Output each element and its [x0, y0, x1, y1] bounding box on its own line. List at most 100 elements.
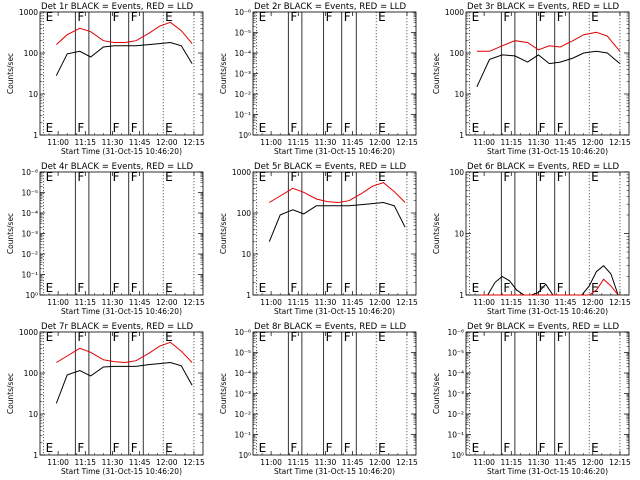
flag-label-top: F	[344, 170, 351, 184]
y-tick-label: 100	[450, 49, 465, 58]
flag-label-top: E	[46, 330, 54, 344]
plot-frame	[252, 171, 417, 296]
panel-chart: Det 3r BLACK = Events, RED = LLD 1 10 100 10…	[432, 2, 631, 156]
x-tick-label: 11:45	[555, 298, 577, 307]
y-tick-label: 10⁻⁵	[234, 29, 251, 38]
flag-label-top: F	[503, 10, 510, 24]
x-axis-label: Start Time (31-Oct-15 10:46:20)	[61, 467, 182, 476]
panel-title: Det 9r BLACK = Events, RED = LLD	[467, 322, 619, 332]
flag-label-bottom: F	[539, 441, 546, 455]
y-tick-label: 10⁻⁴	[447, 369, 464, 378]
y-axis-label: Counts/sec	[6, 53, 15, 94]
x-tick-label: 12:15	[183, 458, 205, 467]
y-tick-label: 10⁻³	[234, 390, 251, 399]
flag-label-top: F	[539, 170, 546, 184]
y-tick-label: 10⁻⁶	[447, 328, 464, 337]
plot-frame	[39, 331, 204, 456]
flag-label-top: F	[131, 330, 138, 344]
flag-label-bottom: E	[591, 121, 599, 135]
y-tick-label: 1	[246, 291, 251, 300]
flag-label-top: E	[259, 10, 267, 24]
flag-label-top: E	[165, 170, 173, 184]
x-tick-label: 11:00	[260, 458, 282, 467]
detector-panel: Det 3r BLACK = Events, RED = LLD 1 10 100 10…	[426, 0, 639, 160]
x-tick-label: 11:15	[287, 138, 309, 147]
flag-label-top: F	[539, 10, 546, 24]
detector-panel: Det 8r BLACK = Events, RED = LLD 10⁰ 10⁻¹ 1…	[213, 320, 426, 480]
flag-label-top: F	[77, 170, 84, 184]
y-axis-label: Counts/sec	[432, 53, 441, 94]
flag-label-bottom: F	[131, 281, 138, 295]
plot-frame	[252, 331, 417, 456]
x-tick-label: 11:30	[528, 458, 550, 467]
flag-label-top: F	[344, 330, 351, 344]
series-line	[268, 201, 406, 242]
panel-title: Det 7r BLACK = Events, RED = LLD	[41, 322, 193, 332]
flag-label-bottom: E	[46, 441, 54, 455]
y-tick-label: 10⁻³	[234, 70, 251, 79]
x-tick-label: 12:15	[183, 138, 205, 147]
x-axis-label: Start Time (31-Oct-15 10:46:20)	[274, 467, 395, 476]
y-tick-label: 10⁻¹	[21, 271, 38, 280]
x-tick-label: 11:15	[287, 298, 309, 307]
series-line	[269, 182, 406, 204]
plot-frame	[465, 11, 630, 136]
y-tick-label: 1	[33, 451, 38, 460]
detector-panel: Det 6r BLACK = Events, RED = LLD 1 10 100 Co…	[426, 160, 639, 320]
panel-title: Det 6r BLACK = Events, RED = LLD	[467, 162, 619, 172]
plot-frame	[39, 11, 204, 136]
panel-title: Det 2r BLACK = Events, RED = LLD	[254, 2, 406, 12]
x-tick-label: 11:00	[47, 458, 69, 467]
flag-label-top: E	[378, 170, 386, 184]
flag-label-bottom: F	[113, 281, 120, 295]
y-axis-label: Counts/sec	[432, 213, 441, 254]
flag-label-bottom: E	[378, 121, 386, 135]
flag-label-bottom: F	[503, 441, 510, 455]
y-tick-label: 10⁻¹	[447, 431, 464, 440]
flag-label-bottom: F	[326, 121, 333, 135]
flag-label-bottom: E	[472, 281, 480, 295]
x-tick-label: 11:30	[102, 298, 124, 307]
y-tick-label: 1000	[232, 168, 251, 177]
x-tick-label: 12:00	[369, 458, 391, 467]
flag-label-bottom: F	[344, 281, 351, 295]
x-tick-label: 11:15	[500, 298, 522, 307]
x-tick-label: 11:15	[500, 138, 522, 147]
flag-label-bottom: F	[326, 441, 333, 455]
flag-label-bottom: E	[378, 441, 386, 455]
flag-label-bottom: E	[46, 121, 54, 135]
x-axis-label: Start Time (31-Oct-15 10:46:20)	[61, 307, 182, 316]
panel-chart: Det 5r BLACK = Events, RED = LLD 1 10 100 10…	[219, 162, 418, 316]
flag-label-bottom: E	[259, 281, 267, 295]
panel-title: Det 3r BLACK = Events, RED = LLD	[467, 2, 619, 12]
y-tick-label: 10⁻¹	[234, 431, 251, 440]
flag-label-top: F	[131, 10, 138, 24]
flag-label-top: F	[131, 170, 138, 184]
x-tick-label: 11:00	[47, 298, 69, 307]
flag-label-bottom: E	[259, 121, 267, 135]
x-tick-label: 12:00	[582, 138, 604, 147]
series-line	[476, 50, 621, 88]
detector-panel: Det 4r BLACK = Events, RED = LLD 10⁰ 10⁻¹ 1…	[0, 160, 213, 320]
flag-label-top: E	[472, 330, 480, 344]
flag-label-bottom: F	[503, 121, 510, 135]
y-axis-label: Counts/sec	[6, 373, 15, 414]
panel-chart: Det 1r BLACK = Events, RED = LLD 1 10 100 10…	[6, 2, 205, 156]
x-tick-label: 11:45	[555, 458, 577, 467]
panel-chart: Det 2r BLACK = Events, RED = LLD 10⁰ 10⁻¹ 1…	[219, 2, 418, 156]
x-tick-label: 11:00	[473, 138, 495, 147]
y-axis-label: Counts/sec	[6, 213, 15, 254]
y-tick-label: 10	[28, 90, 38, 99]
y-tick-label: 10	[454, 90, 464, 99]
series-line	[56, 341, 193, 364]
x-tick-label: 12:15	[396, 138, 418, 147]
y-tick-label: 1	[459, 291, 464, 300]
y-tick-label: 10⁻²	[21, 250, 38, 259]
x-axis-label: Start Time (31-Oct-15 10:46:20)	[487, 467, 608, 476]
y-tick-label: 10⁻⁶	[234, 328, 251, 337]
flag-label-top: F	[77, 10, 84, 24]
y-tick-label: 10⁻⁵	[234, 349, 251, 358]
series-line	[55, 361, 193, 404]
y-tick-label: 10⁰	[238, 451, 251, 460]
